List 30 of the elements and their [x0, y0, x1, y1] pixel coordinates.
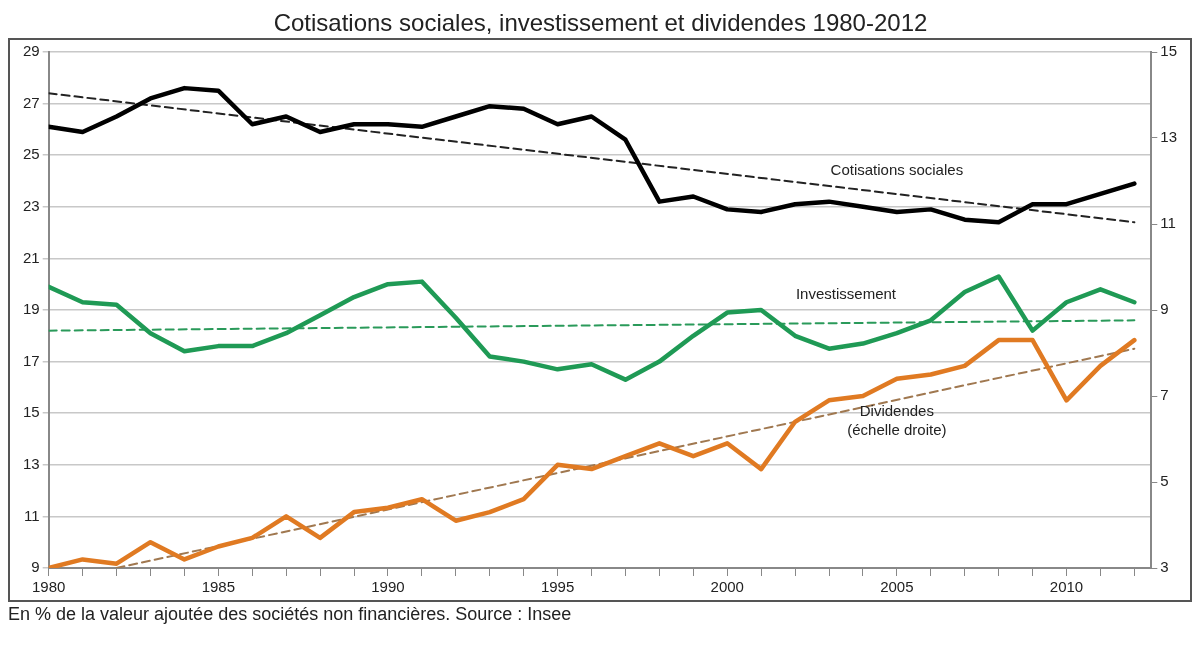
x-tick-label: 2005 [880, 578, 914, 596]
y-tick-label: 27 [23, 93, 40, 111]
x-tick-label: 1985 [201, 578, 236, 596]
x-tick-label: 1995 [540, 578, 575, 596]
y2-tick-label: 13 [1160, 128, 1177, 146]
y2-tick-label: 5 [1160, 472, 1169, 490]
x-tick-label: 2000 [710, 578, 744, 596]
y2-tick-label: 15 [1160, 42, 1177, 60]
y-tick-label: 21 [23, 248, 40, 266]
text: En % de la valeur ajoutée des sociétés non financières. Source : Insee [8, 604, 573, 625]
x-tick-label: 1980 [32, 578, 66, 596]
y-tick-label: 17 [23, 351, 40, 369]
y2-tick-label: 9 [1160, 300, 1169, 318]
y-tick-label: 11 [24, 506, 40, 524]
y2-tick-label: 11 [1160, 214, 1176, 232]
chart-title: Cotisations sociales, investissement et dividendes 1980-2012 [272, 8, 929, 38]
y2-tick-label: 7 [1160, 386, 1169, 404]
y-tick-label: 23 [23, 196, 40, 214]
series-label: Dividendes (échelle droite) [847, 402, 947, 439]
y-tick-label: 13 [23, 454, 40, 472]
y-tick-label: 9 [31, 558, 40, 576]
y-tick-label: 19 [23, 300, 40, 318]
y2-tick-label: 3 [1160, 558, 1169, 576]
y-tick-label: 15 [23, 403, 40, 421]
y-tick-label: 25 [23, 145, 40, 163]
y-tick-label: 29 [23, 42, 40, 60]
series-label: Cotisations sociales [830, 160, 964, 178]
series-label: Investissement [795, 284, 897, 302]
x-tick-label: 2010 [1049, 578, 1084, 596]
x-tick-label: 1990 [371, 578, 405, 596]
